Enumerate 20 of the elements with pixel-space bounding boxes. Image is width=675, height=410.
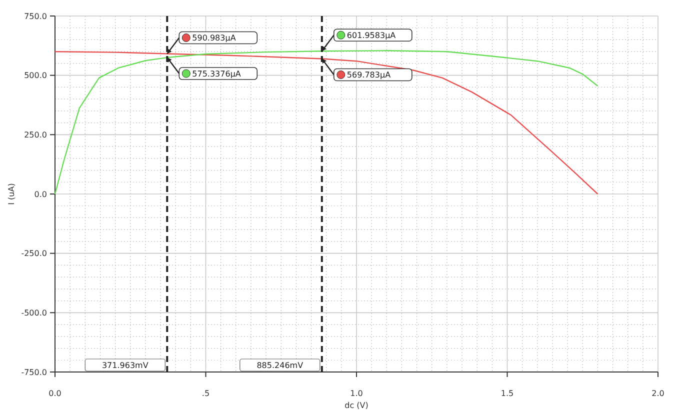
- x-tick-label: 2.0: [652, 389, 664, 398]
- x-tick-label: 1.5: [500, 389, 514, 398]
- annotation: 569.783µA: [346, 70, 392, 80]
- y-axis-title: I (uA): [7, 183, 16, 205]
- x-tick-label: .5: [202, 389, 210, 398]
- y-tick-label: 250.0: [24, 130, 47, 140]
- ref-line-label: 885.246mV: [256, 361, 304, 370]
- y-tick-label: -500.0: [21, 308, 47, 318]
- annotation: 601.9583µA: [346, 30, 396, 40]
- y-tick-label: 750.0: [24, 12, 47, 21]
- y-tick-label: 500.0: [24, 71, 47, 80]
- annotation: 590.983µA: [192, 34, 236, 43]
- ref-line-label: 371.963mV: [102, 361, 149, 370]
- y-tick-label: -750.0: [21, 368, 47, 377]
- y-tick-label: 0.0: [34, 190, 47, 199]
- annotation: 575.3376µA: [192, 69, 242, 78]
- y-tick-label: -250.0: [21, 249, 47, 258]
- x-tick-label: 1.0: [350, 389, 363, 398]
- x-axis-title: dc (V): [344, 401, 368, 410]
- x-tick-label: 0.0: [48, 389, 62, 398]
